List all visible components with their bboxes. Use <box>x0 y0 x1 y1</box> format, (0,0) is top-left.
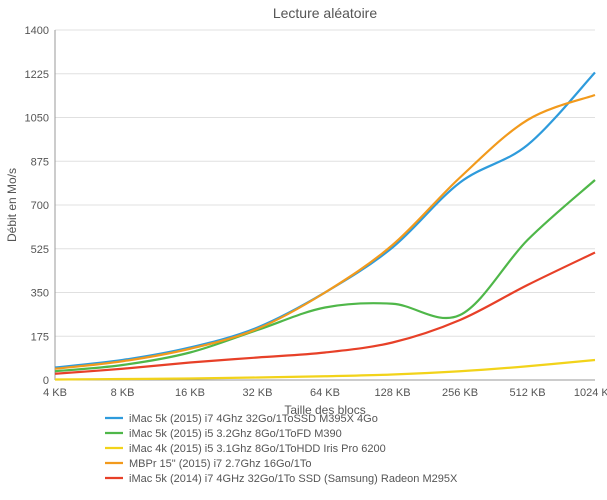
x-tick-label: 64 KB <box>310 387 340 399</box>
y-axis-label: Débit en Mo/s <box>5 168 19 242</box>
x-tick-label: 512 KB <box>509 387 545 399</box>
x-tick-label: 16 KB <box>175 387 205 399</box>
y-tick-label: 350 <box>31 288 49 300</box>
legend-label: iMac 4k (2015) i5 3.1Ghz 8Go/1ToHDD Iris… <box>129 443 386 455</box>
x-tick-label: 8 KB <box>111 387 135 399</box>
y-tick-label: 525 <box>31 244 49 256</box>
y-tick-label: 1225 <box>25 69 49 81</box>
y-tick-label: 1050 <box>25 113 49 125</box>
legend-label: MBPr 15" (2015) i7 2.7Ghz 16Go/1To <box>129 458 311 470</box>
x-tick-label: 128 KB <box>374 387 410 399</box>
legend-label: iMac 5k (2015) i7 4Ghz 32Go/1ToSSD M395X… <box>129 413 378 425</box>
y-tick-label: 875 <box>31 156 49 168</box>
x-tick-label: 1024 KB <box>574 387 607 399</box>
chart-title: Lecture aléatoire <box>273 5 378 21</box>
x-tick-label: 256 KB <box>442 387 478 399</box>
throughput-chart: 0 175 350 525 700 875 1050 1225 1400 4 KB 8 KB 16 K… <box>0 0 607 500</box>
legend-label: iMac 5k (2015) i5 3.2Ghz 8Go/1ToFD M390 <box>129 428 342 440</box>
y-tick-label: 175 <box>31 331 49 343</box>
chart-svg: 0 175 350 525 700 875 1050 1225 1400 4 KB 8 KB 16 K… <box>0 0 607 500</box>
x-tick-label: 32 KB <box>243 387 273 399</box>
y-tick-label: 0 <box>43 375 49 387</box>
x-tick-label: 4 KB <box>43 387 67 399</box>
y-tick-label: 700 <box>31 200 49 212</box>
legend-label: iMac 5k (2014) i7 4GHz 32Go/1To SSD (Sam… <box>129 473 458 485</box>
y-tick-label: 1400 <box>25 25 49 37</box>
